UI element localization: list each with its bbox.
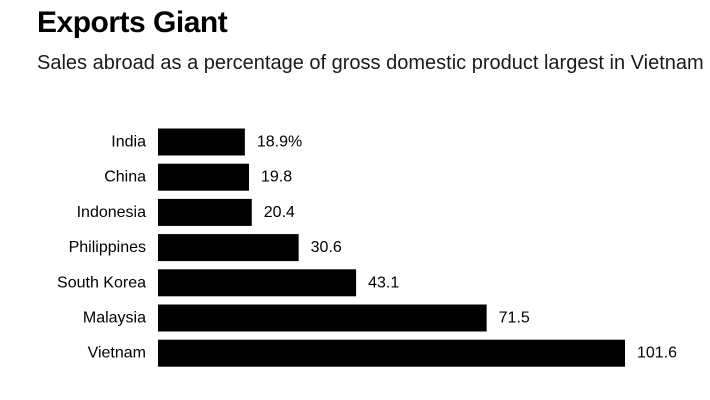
value-label-malaysia: 71.5 bbox=[499, 310, 530, 327]
value-label-vietnam: 101.6 bbox=[637, 345, 677, 362]
category-label-philippines: Philippines bbox=[69, 239, 146, 256]
value-label-indonesia: 20.4 bbox=[264, 204, 295, 221]
bar-vietnam bbox=[158, 339, 625, 367]
category-label-vietnam: Vietnam bbox=[88, 345, 146, 362]
chart-subtitle: Sales abroad as a percentage of gross do… bbox=[37, 52, 704, 74]
category-labels: India China Indonesia Philippines South Kore… bbox=[57, 134, 146, 362]
category-label-south-korea: South Korea bbox=[57, 274, 146, 291]
value-label-india: 18.9% bbox=[257, 134, 302, 151]
bar-south-korea bbox=[158, 269, 357, 297]
bar-malaysia bbox=[158, 304, 487, 332]
category-label-indonesia: Indonesia bbox=[77, 204, 146, 221]
chart-title: Exports Giant bbox=[37, 6, 228, 39]
value-label-china: 19.8 bbox=[261, 169, 292, 186]
category-label-india: India bbox=[111, 134, 146, 151]
bar-india bbox=[158, 128, 245, 156]
value-labels: 18.9% 19.8 20.4 30.6 43.1 71.5 101.6 bbox=[257, 134, 677, 362]
value-label-philippines: 30.6 bbox=[311, 239, 342, 256]
bar-philippines bbox=[158, 234, 299, 262]
bar-indonesia bbox=[158, 198, 252, 226]
value-label-south-korea: 43.1 bbox=[368, 274, 399, 291]
category-label-china: China bbox=[104, 169, 146, 186]
category-label-malaysia: Malaysia bbox=[83, 310, 146, 327]
bars bbox=[158, 128, 625, 367]
bar-china bbox=[158, 163, 250, 191]
